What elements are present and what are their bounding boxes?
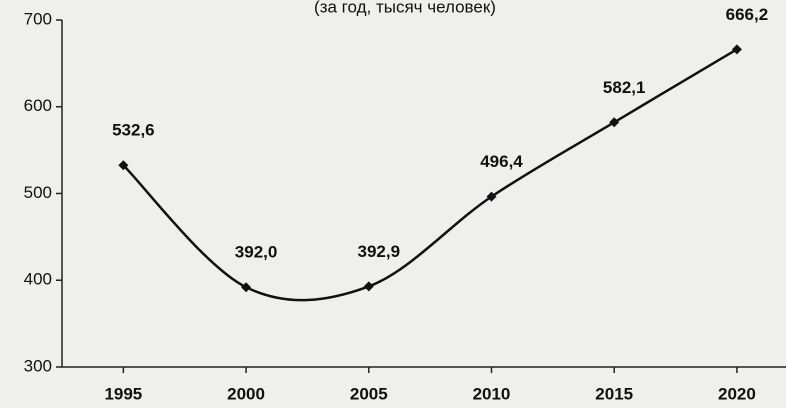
marker — [118, 160, 129, 171]
x-tick-label: 2020 — [718, 384, 756, 403]
marker — [486, 191, 497, 202]
y-tick-label: 400 — [24, 270, 52, 289]
y-tick-label: 600 — [24, 96, 52, 115]
y-tick-label: 300 — [24, 356, 52, 375]
data-label: 496,4 — [480, 152, 523, 171]
x-tick-label: 2015 — [595, 384, 633, 403]
marker — [363, 281, 374, 292]
marker — [731, 44, 742, 55]
x-tick-label: 2005 — [350, 384, 388, 403]
y-tick-label: 500 — [24, 183, 52, 202]
line — [122, 48, 738, 302]
x-tick-label: 2010 — [473, 384, 511, 403]
data-label: 392,0 — [235, 243, 278, 262]
data-label: 392,9 — [358, 242, 401, 261]
x-tick-label: 1995 — [104, 384, 142, 403]
data-label: 666,2 — [726, 5, 769, 24]
chart-title: (за год, тысяч человек) — [314, 0, 496, 16]
marker — [609, 117, 620, 128]
x-tick-label: 2000 — [227, 384, 265, 403]
marker — [241, 282, 252, 293]
data-label: 582,1 — [603, 78, 646, 97]
data-label: 532,6 — [112, 121, 155, 140]
y-tick-label: 700 — [24, 9, 52, 28]
